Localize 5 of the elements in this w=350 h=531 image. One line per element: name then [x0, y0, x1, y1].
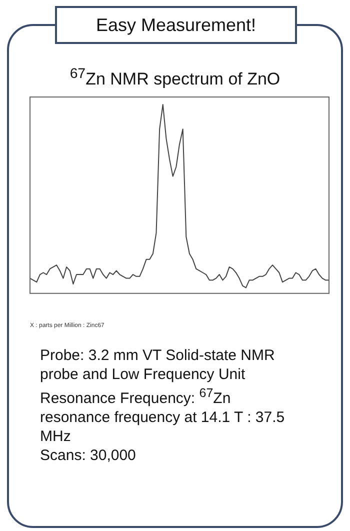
text: Resonance Frequency: $^{67}$Zn resonance frequency at 14.1 T : 37.5 MHz	[40, 385, 286, 446]
chart-subtitle: $^{67}$Zn NMR spectrum of ZnO	[68, 66, 282, 90]
text: Probe: 3.2 mm VT Solid-state NMR probe and Low Frequency Unit	[40, 346, 276, 384]
chart-title: Easy Measurement!	[55, 6, 297, 44]
text: Scans: 30,000	[40, 446, 137, 465]
